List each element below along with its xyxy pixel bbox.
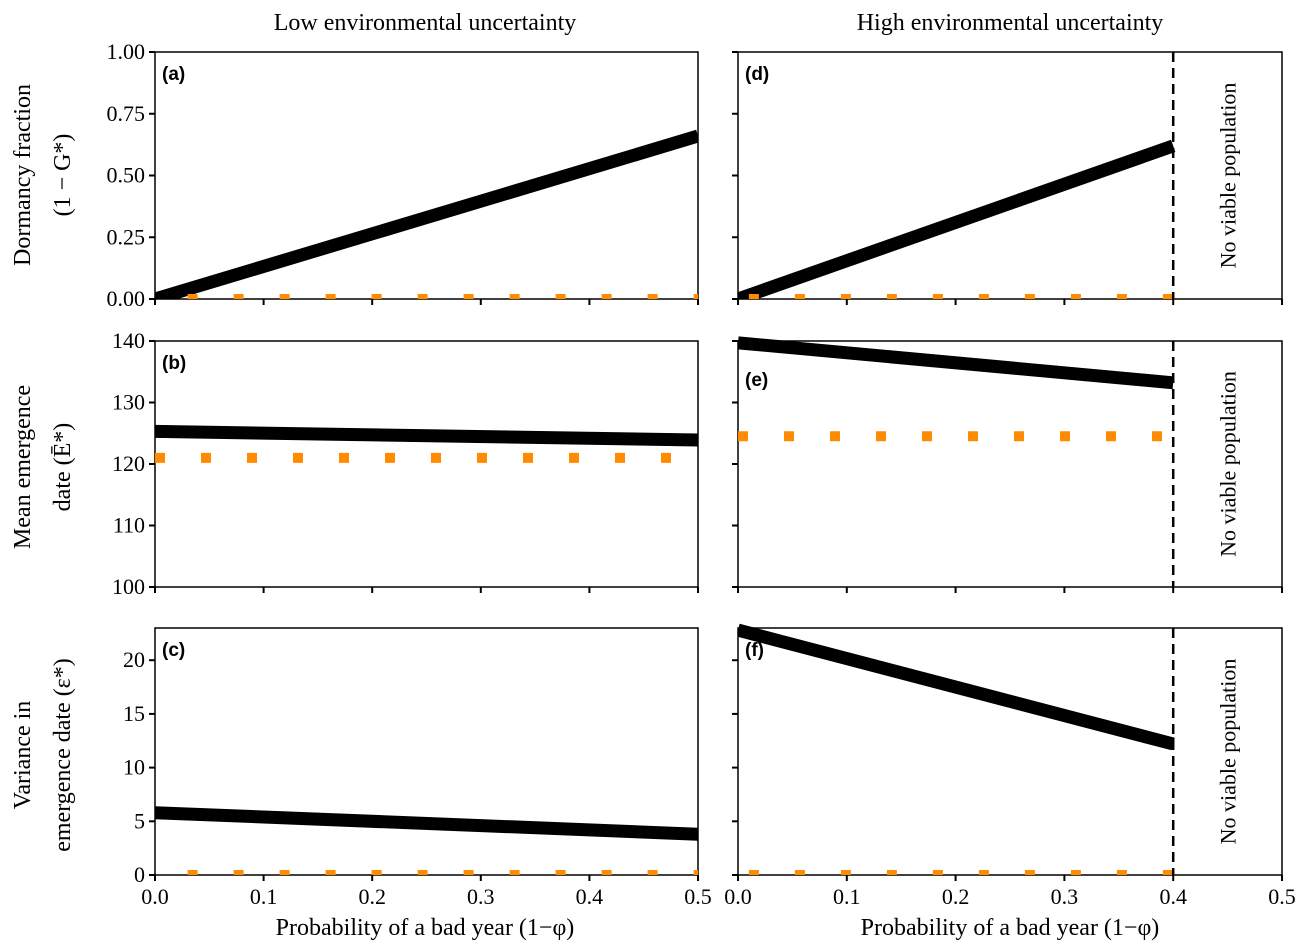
row-label-variance-line2: emergence date (ε*): [50, 658, 76, 852]
x-tick-label: 0.0: [724, 884, 752, 909]
y-tick-label: 0.50: [107, 163, 146, 188]
y-tick-label: 130: [112, 390, 145, 415]
optimal-series-line: [738, 623, 1175, 751]
column-title-high: High environmental uncertainty: [857, 10, 1164, 36]
y-tick-label: 100: [112, 574, 145, 599]
optimal-series-line: [738, 139, 1176, 299]
y-tick-label: 1.00: [107, 39, 146, 64]
panel-label: (f): [745, 640, 764, 661]
row-label-emergence: Mean emergence date (Ē*): [10, 385, 76, 549]
panel-e: No viable population (e): [732, 336, 1283, 593]
y-tick-label: 120: [112, 451, 145, 476]
optimal-series-line: [155, 424, 698, 447]
panel-label: (d): [745, 64, 769, 85]
series-group: [155, 129, 698, 299]
y-tick-label: 110: [113, 513, 145, 538]
y-tick-label: 20: [123, 647, 145, 672]
y-tick-label: 0.25: [107, 224, 146, 249]
x-tick-label: 0.5: [684, 884, 712, 909]
row-label-dormancy-line1: Dormancy fraction: [10, 84, 36, 266]
plot-frame: [154, 340, 699, 588]
y-tick-label: 0: [134, 862, 145, 887]
y-tick-label: 15: [123, 701, 145, 726]
x-tick-label: 0.2: [942, 884, 970, 909]
column-title-low: Low environmental uncertainty: [274, 10, 577, 36]
x-tick-label: 0.1: [833, 884, 861, 909]
panel-b: 100 110 120 130 140 (b): [112, 328, 699, 599]
optimal-series-line: [155, 129, 698, 299]
plot-frame: [737, 627, 1283, 876]
panel-d: No viable population (d): [732, 51, 1283, 305]
panel-label: (c): [162, 640, 185, 661]
x-tick-label: 0.4: [576, 884, 604, 909]
no-viable-population-label: No viable population: [1216, 371, 1241, 557]
y-tick-label: 5: [134, 808, 145, 833]
series-group: [738, 336, 1174, 442]
panels: 0.000.250.500.751.00(a)100110120130140(b…: [107, 39, 1296, 909]
panel-label: (e): [745, 370, 768, 391]
row-label-dormancy: Dormancy fraction (1 − G*): [10, 84, 76, 266]
series-group: [155, 424, 698, 463]
panel-c: 0.0 0.1 0.2 0.3 0.4 0.5 0 5 10 15 20 (c): [123, 627, 712, 909]
optimal-series-line: [155, 806, 698, 841]
x-tick-label: 0.0: [141, 884, 169, 909]
no-viable-population-label: No viable population: [1216, 83, 1241, 269]
x-tick-label: 0.5: [1268, 884, 1296, 909]
x-tick-label: 0.1: [250, 884, 278, 909]
series-group: [738, 139, 1176, 299]
x-tick-label: 0.2: [358, 884, 386, 909]
y-tick-label: 0.00: [107, 286, 146, 311]
plot-frame: [737, 51, 1283, 300]
x-tick-label: 0.3: [1051, 884, 1079, 909]
plot-frame: [154, 627, 699, 876]
row-label-emergence-line1: Mean emergence: [10, 385, 36, 549]
plot-frame: [737, 340, 1283, 588]
y-tick-label: 140: [112, 328, 145, 353]
x-axis-label-left: Probability of a bad year (1−φ): [276, 915, 575, 941]
row-label-dormancy-line2: (1 − G*): [50, 134, 76, 217]
y-tick-label: 10: [123, 755, 145, 780]
series-group: [738, 623, 1175, 875]
row-label-variance: Variance in emergence date (ε*): [10, 658, 76, 852]
x-axis-label-right: Probability of a bad year (1−φ): [861, 915, 1160, 941]
row-label-emergence-line2: date (Ē*): [50, 423, 76, 512]
x-tick-label: 0.4: [1159, 884, 1187, 909]
x-tick-label: 0.3: [467, 884, 495, 909]
series-group: [155, 806, 698, 875]
no-viable-population-label: No viable population: [1216, 659, 1241, 845]
panel-a: 0.00 0.25 0.50 0.75 1.00 (a): [107, 39, 699, 311]
row-label-variance-line1: Variance in: [10, 701, 36, 810]
plot-frame: [154, 51, 699, 300]
y-tick-label: 0.75: [107, 101, 146, 126]
optimal-series-line: [738, 336, 1174, 390]
panel-label: (a): [162, 64, 185, 85]
panel-label: (b): [162, 353, 186, 374]
panel-f: 0.0 0.1 0.2 0.3 0.4 0.5 No viable population (f…: [724, 623, 1296, 909]
